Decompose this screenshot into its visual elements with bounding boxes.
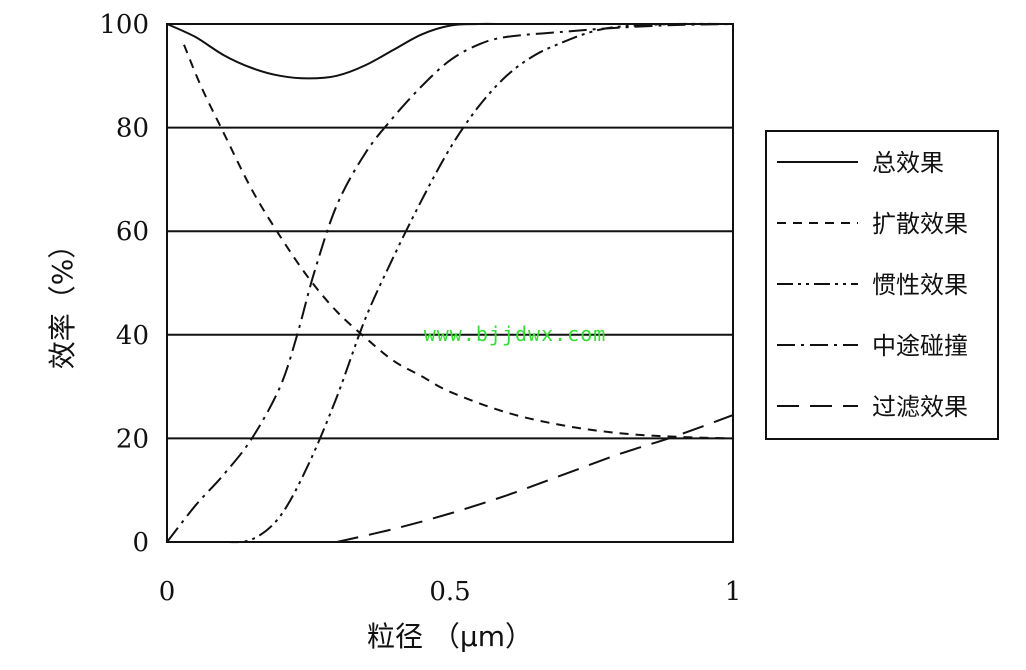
watermark-text: www.bjjdwx.com [424, 322, 607, 346]
legend-label: 过滤效果 [872, 393, 968, 421]
legend-box [765, 130, 999, 440]
x-tick-label: 1 [725, 577, 742, 607]
x-axis-title: 粒径 （μm） [367, 620, 533, 653]
series-line-3 [223, 22, 734, 544]
x-tick-labels: 0 0.5 1 [159, 577, 742, 607]
series-line-5 [336, 414, 734, 543]
y-axis-title: 效率（%） [46, 231, 79, 370]
legend-label: 惯性效果 [872, 271, 968, 299]
y-tick-label: 40 [116, 321, 149, 351]
x-tick-label: 0.5 [429, 577, 470, 607]
y-tick-label: 80 [116, 114, 149, 144]
y-tick-label: 20 [116, 424, 149, 454]
series-line-4 [166, 23, 734, 543]
series-lines [166, 22, 734, 544]
y-tick-label: 60 [116, 217, 149, 247]
gridlines [167, 23, 733, 543]
legend-label: 总效果 [872, 149, 944, 177]
x-tick-label: 0 [159, 577, 176, 607]
legend-label: 扩散效果 [872, 210, 968, 238]
series-line-1 [166, 22, 733, 80]
legend-label: 中途碰撞 [872, 332, 968, 360]
y-tick-label: 100 [99, 10, 149, 40]
plot-frame [166, 23, 734, 543]
y-tick-label: 0 [132, 528, 149, 558]
y-tick-labels: 0 20 40 60 80 100 [99, 10, 149, 558]
series-line-2 [183, 44, 734, 440]
